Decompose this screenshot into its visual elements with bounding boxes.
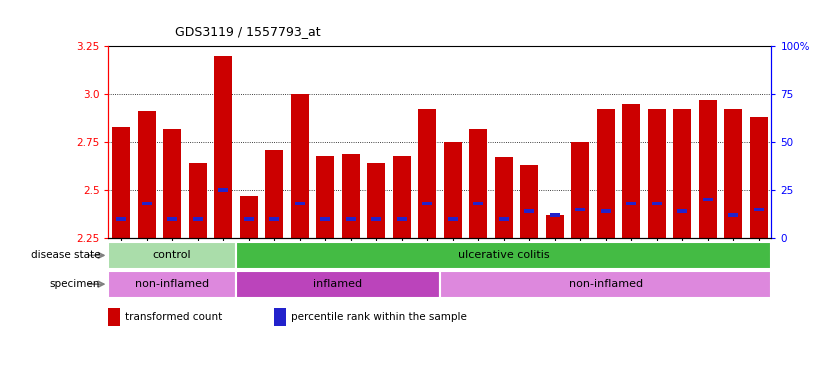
Bar (236, 271, 440, 298)
Bar (673, 109, 691, 238)
Bar (274, 308, 286, 326)
Bar (346, 217, 355, 220)
Bar (163, 129, 181, 238)
Bar (440, 271, 771, 298)
Bar (265, 150, 283, 238)
Bar (648, 109, 666, 238)
Bar (371, 217, 381, 220)
Bar (393, 156, 410, 238)
Bar (724, 109, 742, 238)
Bar (342, 154, 359, 238)
Bar (294, 202, 304, 205)
Bar (214, 56, 232, 238)
Bar (622, 104, 641, 238)
Bar (597, 109, 615, 238)
Text: ulcerative colitis: ulcerative colitis (458, 250, 550, 260)
Bar (754, 208, 764, 211)
Bar (575, 208, 585, 211)
Bar (550, 214, 560, 217)
Bar (750, 117, 767, 238)
Bar (422, 202, 432, 205)
Bar (108, 308, 120, 326)
Bar (652, 202, 661, 205)
Bar (703, 198, 712, 201)
Bar (316, 156, 334, 238)
Bar (499, 217, 509, 220)
Bar (397, 217, 407, 220)
Bar (236, 242, 771, 269)
Bar (728, 214, 738, 217)
Bar (419, 109, 436, 238)
Bar (626, 202, 636, 205)
Bar (699, 100, 716, 238)
Bar (473, 202, 483, 205)
Text: disease state: disease state (31, 250, 100, 260)
Bar (520, 165, 538, 238)
Bar (113, 127, 130, 238)
Bar (188, 163, 207, 238)
Bar (193, 217, 203, 220)
Text: GDS3119 / 1557793_at: GDS3119 / 1557793_at (175, 25, 321, 38)
Bar (291, 94, 309, 238)
Bar (444, 142, 461, 238)
Bar (571, 142, 589, 238)
Bar (116, 217, 126, 220)
Text: non-inflamed: non-inflamed (135, 279, 209, 289)
Bar (677, 210, 687, 213)
Text: specimen: specimen (50, 279, 100, 289)
Text: inflamed: inflamed (314, 279, 363, 289)
Bar (600, 210, 610, 213)
Bar (367, 163, 385, 238)
Bar (545, 215, 564, 238)
Bar (138, 111, 156, 238)
Text: percentile rank within the sample: percentile rank within the sample (291, 312, 467, 322)
Bar (320, 217, 330, 220)
Bar (244, 217, 254, 220)
Bar (239, 196, 258, 238)
Bar (219, 188, 228, 192)
Bar (525, 210, 534, 213)
Bar (495, 157, 513, 238)
Bar (108, 242, 236, 269)
Bar (470, 129, 487, 238)
Bar (168, 217, 177, 220)
Bar (142, 202, 152, 205)
Text: transformed count: transformed count (125, 312, 222, 322)
Bar (108, 271, 236, 298)
Bar (269, 217, 279, 220)
Bar (448, 217, 458, 220)
Text: control: control (153, 250, 192, 260)
Text: non-inflamed: non-inflamed (569, 279, 643, 289)
